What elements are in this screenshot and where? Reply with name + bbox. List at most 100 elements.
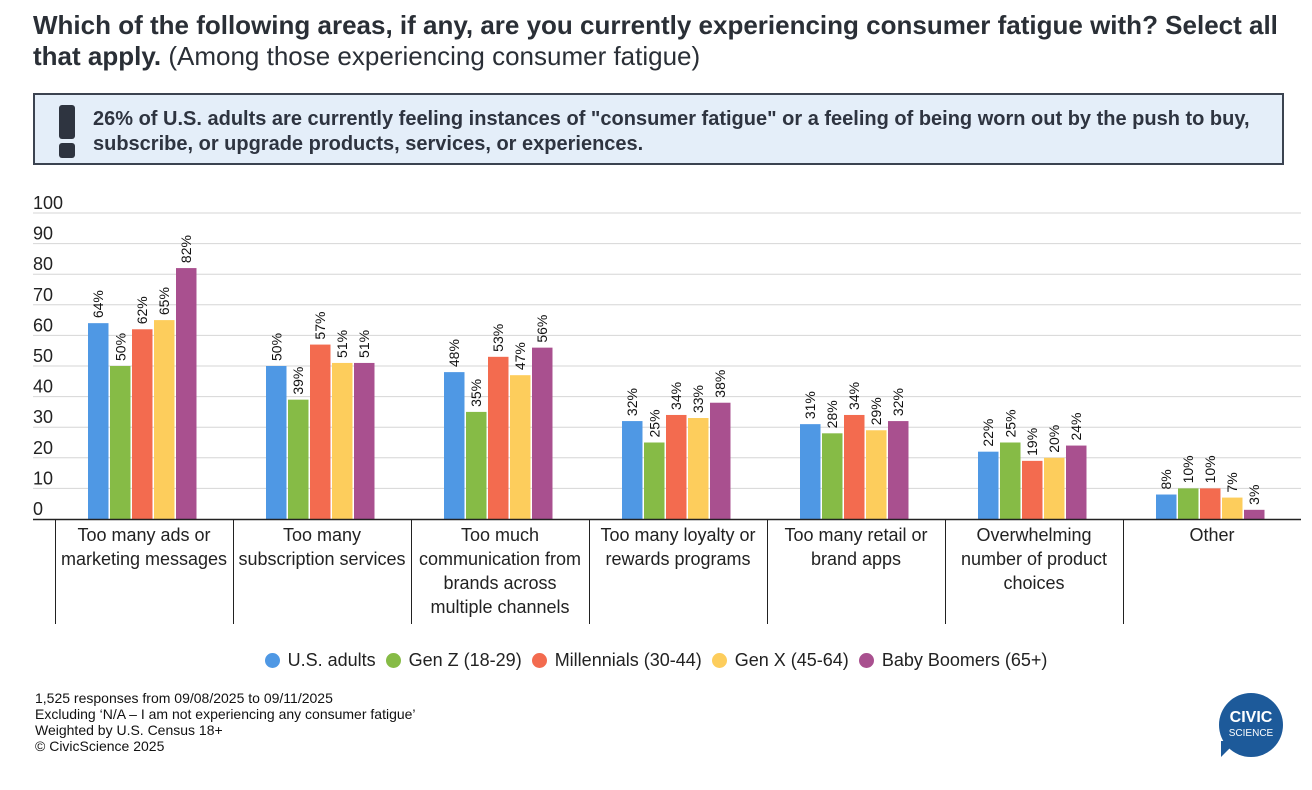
data-label: 51%	[334, 330, 350, 358]
bar	[1044, 457, 1065, 519]
bar	[1156, 494, 1177, 519]
data-label: 64%	[90, 290, 106, 318]
data-label: 50%	[268, 333, 284, 361]
legend-swatch	[531, 653, 547, 668]
bar-chart: 0 10 20 30 40 50 60 70 80 90 100 64% 50% 62% 65% 82% 50%…	[33, 193, 1301, 624]
data-label: 32%	[890, 388, 906, 416]
legend-label: Baby Boomers (65+)	[881, 650, 1048, 670]
y-tick-label: 0	[33, 499, 43, 519]
y-tick-label: 60	[33, 315, 53, 335]
bar	[110, 366, 131, 519]
data-label: 10%	[1202, 455, 1218, 483]
data-label: 29%	[868, 397, 884, 425]
data-label: 28%	[824, 400, 840, 428]
bar	[310, 344, 331, 519]
bar	[1000, 442, 1021, 519]
legend-swatch	[264, 653, 280, 668]
y-tick-label: 80	[33, 254, 53, 274]
bar	[1200, 488, 1221, 519]
x-category-label: Too many retail or brand apps	[784, 525, 927, 569]
legend-item: U.S. adults	[264, 650, 376, 671]
data-label: 39%	[290, 367, 306, 395]
legend-item: Baby Boomers (65+)	[858, 650, 1048, 671]
bar	[822, 433, 843, 519]
legend-label: Millennials (30-44)	[554, 650, 702, 670]
bar	[622, 421, 643, 519]
data-label: 62%	[134, 296, 150, 324]
legend-swatch	[711, 653, 727, 668]
data-label: 10%	[1180, 455, 1196, 483]
data-label: 51%	[356, 330, 372, 358]
bar	[1222, 497, 1243, 519]
data-label: 32%	[624, 388, 640, 416]
x-category-label: Too many loyalty or rewards programs	[600, 525, 755, 569]
y-tick-label: 90	[33, 224, 53, 244]
data-label: 48%	[446, 339, 462, 367]
data-label: 25%	[646, 409, 662, 437]
bar	[978, 451, 999, 519]
chart-legend: U.S. adults Gen Z (18-29) Millennials (30-…	[0, 650, 1312, 671]
bar	[844, 414, 865, 519]
legend-label: Gen X (45-64)	[734, 650, 849, 670]
y-tick-label: 50	[33, 346, 53, 366]
legend-item: Millennials (30-44)	[531, 650, 702, 671]
logo-line2: SCIENCE	[1228, 728, 1274, 739]
title-question: Which of the following areas, if any, ar…	[33, 10, 1278, 71]
bar	[132, 329, 153, 519]
data-label: 3%	[1246, 485, 1262, 505]
data-label: 35%	[468, 379, 484, 407]
data-label: 47%	[512, 342, 528, 370]
bar	[466, 411, 487, 519]
data-label: 25%	[1002, 409, 1018, 437]
data-label: 65%	[156, 287, 172, 315]
footer-notes: 1,525 responses from 09/08/2025 to 09/11…	[35, 690, 416, 754]
footer-line-copyright: © CivicScience 2025	[35, 738, 165, 754]
bar	[288, 399, 309, 519]
y-tick-label: 30	[33, 407, 53, 427]
civicscience-logo: CIVIC SCIENCE	[1219, 693, 1283, 757]
footer-line-weighting: Weighted by U.S. Census 18+	[35, 722, 223, 738]
bar	[488, 356, 509, 519]
data-label: 20%	[1046, 425, 1062, 453]
data-label: 56%	[534, 315, 550, 343]
data-label: 33%	[690, 385, 706, 413]
legend-label: Gen Z (18-29)	[408, 650, 522, 670]
data-label: 82%	[178, 235, 194, 263]
bar	[354, 362, 375, 519]
bar	[154, 320, 175, 519]
footer-line-responses: 1,525 responses from 09/08/2025 to 09/11…	[35, 690, 333, 706]
data-label: 31%	[802, 391, 818, 419]
data-label: 8%	[1158, 469, 1174, 489]
bar	[800, 424, 821, 519]
bar	[532, 347, 553, 519]
bar	[1066, 445, 1087, 519]
chart-title: Which of the following areas, if any, ar…	[33, 10, 1303, 72]
title-subtitle: (Among those experiencing consumer fatig…	[168, 41, 701, 71]
exclamation-icon	[59, 105, 75, 158]
data-label: 38%	[712, 370, 728, 398]
bar	[1178, 488, 1199, 519]
data-label: 53%	[490, 324, 506, 352]
data-label: 7%	[1224, 472, 1240, 492]
y-tick-label: 20	[33, 438, 53, 458]
x-category-label: Too many subscription services	[238, 525, 405, 569]
x-category-label: Other	[1189, 525, 1234, 545]
legend-swatch	[385, 653, 401, 668]
legend-label: U.S. adults	[287, 650, 376, 670]
y-tick-label: 70	[33, 285, 53, 305]
logo-line1: CIVIC	[1229, 709, 1273, 726]
bar	[1022, 460, 1043, 519]
data-label: 24%	[1068, 413, 1084, 441]
legend-item: Gen Z (18-29)	[385, 650, 522, 671]
data-label: 34%	[668, 382, 684, 410]
bar	[1244, 509, 1265, 519]
x-category-label: Too many ads or marketing messages	[61, 525, 227, 569]
bar	[510, 375, 531, 519]
data-label: 57%	[312, 312, 328, 340]
bar	[88, 323, 109, 519]
y-tick-label: 40	[33, 377, 53, 397]
footer-line-excluding: Excluding ‘N/A – I am not experiencing a…	[35, 706, 416, 722]
bar	[644, 442, 665, 519]
data-label: 22%	[980, 419, 996, 447]
bar	[444, 372, 465, 519]
